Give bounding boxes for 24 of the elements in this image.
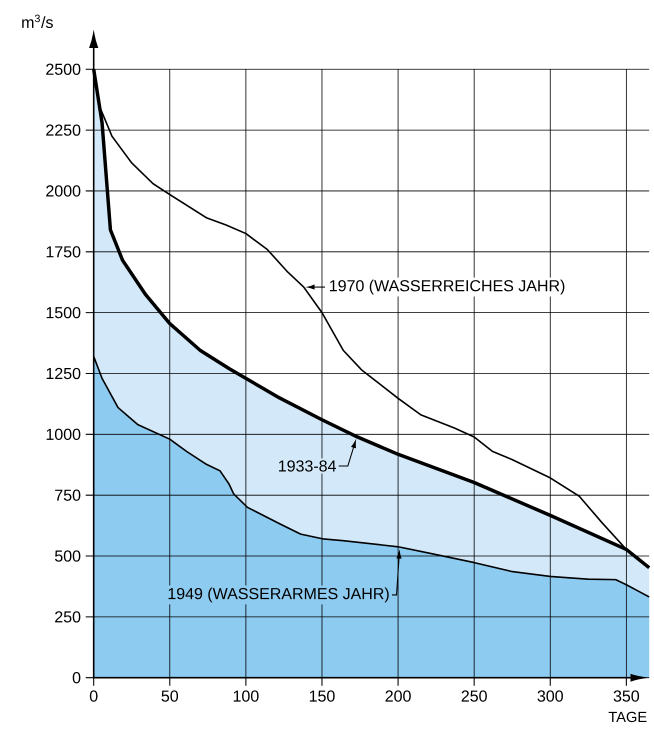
x-tick-label: 250 (462, 690, 488, 702)
x-tick-label: 200 (386, 690, 412, 702)
y-tick-label: 1000 (46, 428, 81, 440)
y-tick-label: 2500 (46, 64, 81, 75)
y-tick-label: 750 (55, 490, 81, 501)
x-tick-label: 0 (90, 690, 98, 702)
legend-label: 1970 (WASSERREICHES JAHR) (330, 280, 565, 295)
y-tick-label: 1250 (46, 368, 81, 380)
y-axis-title: m$^{3}$/s (22, 14, 54, 28)
x-tick-label: 150 (310, 690, 335, 702)
y-tick-label: 0 (72, 672, 81, 684)
x-tick-label: 350 (614, 690, 640, 702)
y-tick-label: 250 (55, 611, 81, 623)
series-label: 1949 (WASSERARMES JAHR) (168, 588, 389, 602)
x-axis-title: TAGE (608, 712, 647, 722)
x-tick-label: 100 (234, 690, 259, 702)
y-tick-label: 500 (55, 550, 81, 562)
series-label: 1933-84 (279, 460, 336, 472)
y-tick-label: 1750 (46, 246, 81, 258)
y-tick-label: 2250 (46, 124, 81, 136)
y-tick-label: 1500 (46, 306, 81, 318)
y-tick-label: 2000 (46, 185, 81, 197)
x-tick-label: 300 (538, 690, 564, 702)
x-tick-label: 50 (162, 690, 178, 702)
